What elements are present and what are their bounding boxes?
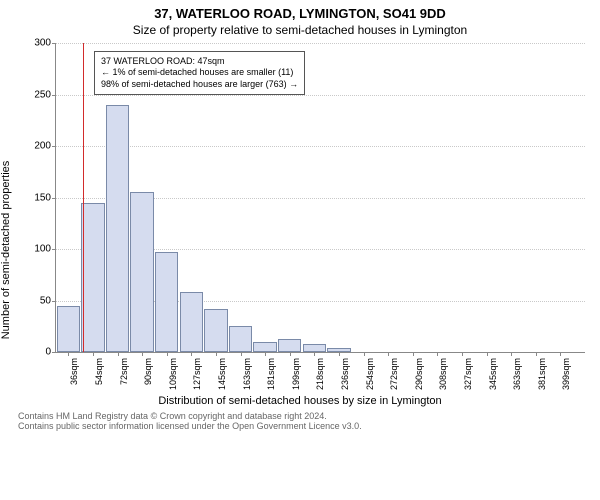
marker-line: [83, 43, 84, 352]
x-tick-mark: [462, 352, 463, 356]
y-tick-mark: [52, 95, 56, 96]
x-tick-label: 127sqm: [190, 358, 202, 390]
x-tick-label: 399sqm: [559, 358, 571, 390]
bar: [278, 339, 301, 352]
x-tick-label: 363sqm: [510, 358, 522, 390]
bar: [204, 309, 227, 352]
chart-title-sub: Size of property relative to semi-detach…: [0, 21, 600, 37]
x-tick-label: 254sqm: [363, 358, 375, 390]
x-tick-label: 145sqm: [215, 358, 227, 390]
chart-area: 050100150200250300 37 WATERLOO ROAD: 47s…: [55, 43, 585, 393]
y-axis-label: Number of semi-detached properties: [0, 161, 12, 340]
x-tick-label: 327sqm: [461, 358, 473, 390]
footer-line1: Contains HM Land Registry data © Crown c…: [18, 411, 592, 421]
bar: [229, 326, 252, 352]
bar: [81, 203, 104, 352]
x-tick-mark: [314, 352, 315, 356]
bar: [180, 292, 203, 352]
x-tick-mark: [364, 352, 365, 356]
y-tick-mark: [52, 198, 56, 199]
x-tick-label: 72sqm: [117, 358, 129, 385]
x-tick-label: 272sqm: [387, 358, 399, 390]
chart-title-main: 37, WATERLOO ROAD, LYMINGTON, SO41 9DD: [0, 0, 600, 21]
x-tick-label: 109sqm: [166, 358, 178, 390]
footer-line2: Contains public sector information licen…: [18, 421, 592, 431]
x-tick-label: 236sqm: [338, 358, 350, 390]
x-tick-mark: [511, 352, 512, 356]
x-tick-mark: [388, 352, 389, 356]
bar: [130, 192, 153, 352]
bar: [155, 252, 178, 352]
x-tick-mark: [265, 352, 266, 356]
x-tick-label: 218sqm: [313, 358, 325, 390]
x-tick-mark: [339, 352, 340, 356]
x-tick-label: 308sqm: [436, 358, 448, 390]
x-tick-mark: [68, 352, 69, 356]
x-tick-mark: [142, 352, 143, 356]
x-tick-label: 381sqm: [535, 358, 547, 390]
gridline: [56, 43, 585, 44]
bar: [57, 306, 80, 352]
bar: [106, 105, 129, 352]
gridline: [56, 146, 585, 147]
annotation-box: 37 WATERLOO ROAD: 47sqm ← 1% of semi-det…: [94, 51, 305, 95]
x-tick-label: 36sqm: [67, 358, 79, 385]
footer: Contains HM Land Registry data © Crown c…: [0, 407, 600, 437]
annotation-line1: 37 WATERLOO ROAD: 47sqm: [101, 56, 298, 67]
x-tick-mark: [487, 352, 488, 356]
x-tick-mark: [241, 352, 242, 356]
x-tick-label: 163sqm: [240, 358, 252, 390]
plot-region: 050100150200250300 37 WATERLOO ROAD: 47s…: [55, 43, 585, 353]
x-tick-label: 199sqm: [289, 358, 301, 390]
x-tick-mark: [536, 352, 537, 356]
y-tick-mark: [52, 146, 56, 147]
x-tick-label: 345sqm: [486, 358, 498, 390]
x-tick-mark: [290, 352, 291, 356]
y-tick-mark: [52, 352, 56, 353]
x-tick-mark: [93, 352, 94, 356]
x-tick-mark: [216, 352, 217, 356]
x-tick-mark: [118, 352, 119, 356]
x-tick-mark: [560, 352, 561, 356]
x-tick-label: 290sqm: [412, 358, 424, 390]
annotation-line2: ← 1% of semi-detached houses are smaller…: [101, 67, 298, 78]
bar: [303, 344, 326, 352]
x-tick-label: 54sqm: [92, 358, 104, 385]
x-tick-mark: [413, 352, 414, 356]
annotation-line3: 98% of semi-detached houses are larger (…: [101, 79, 298, 90]
bar: [253, 342, 276, 352]
y-tick-mark: [52, 301, 56, 302]
x-tick-label: 90sqm: [141, 358, 153, 385]
y-tick-mark: [52, 43, 56, 44]
x-tick-mark: [167, 352, 168, 356]
x-tick-label: 181sqm: [264, 358, 276, 390]
x-tick-mark: [191, 352, 192, 356]
x-axis-label: Distribution of semi-detached houses by …: [0, 395, 600, 407]
y-tick-mark: [52, 249, 56, 250]
x-tick-mark: [437, 352, 438, 356]
